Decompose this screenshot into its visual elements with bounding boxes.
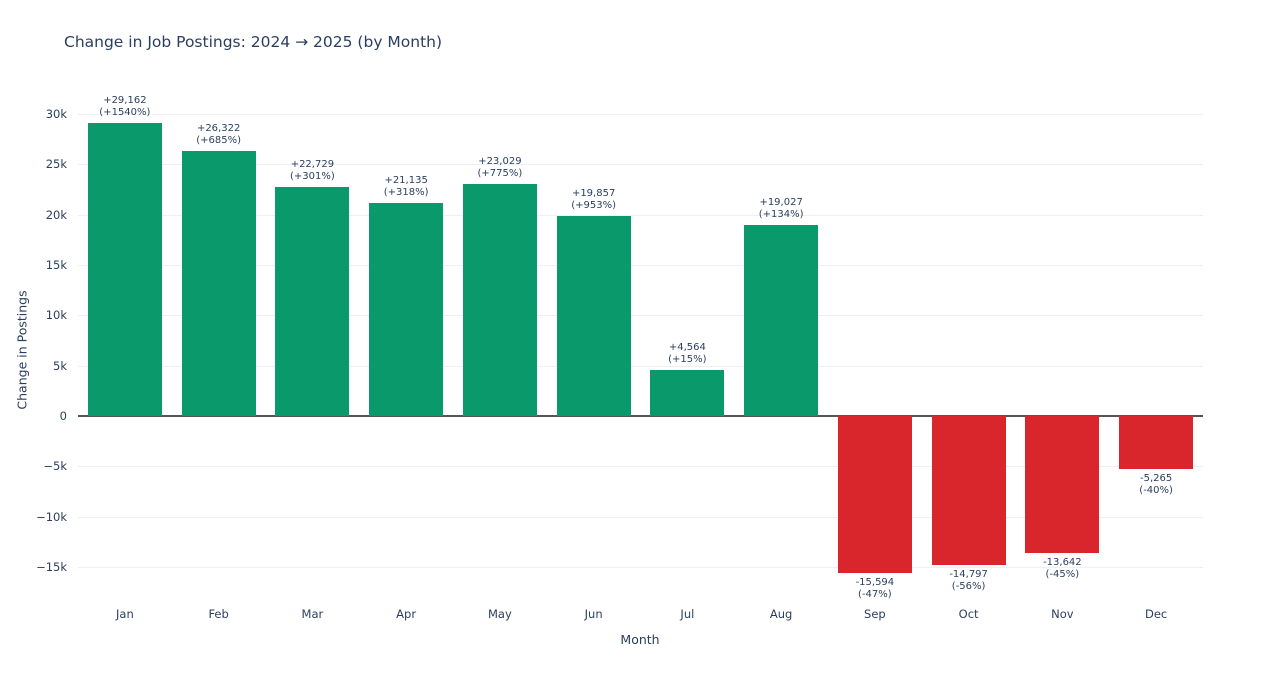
bar-value-label-jun: +19,857 (+953%) <box>539 188 649 212</box>
bar-value-label-sep: -15,594 (-47%) <box>820 577 930 601</box>
bar-aug[interactable] <box>744 224 819 416</box>
bar-oct[interactable] <box>931 415 1006 565</box>
chart-title: Change in Job Postings: 2024 → 2025 (by … <box>64 33 443 51</box>
bar-value: +23,029 <box>478 156 522 168</box>
y-tick-label: 0 <box>59 408 67 423</box>
bar-value-label-may: +23,029 (+775%) <box>445 156 555 180</box>
x-tick-label-jul: Jul <box>680 607 695 621</box>
bar-value: -5,265 <box>1140 472 1173 484</box>
bar-value-label-nov: -13,642 (-45%) <box>1007 557 1117 581</box>
bar-value-label-jul: +4,564 (+15%) <box>632 342 742 366</box>
bar-percent: (+775%) <box>477 168 523 180</box>
y-tick-label: 15k <box>45 258 67 273</box>
bar-feb[interactable] <box>181 151 256 416</box>
bar-percent: (-56%) <box>951 580 986 592</box>
bar-value-label-dec: -5,265 (-40%) <box>1101 473 1211 497</box>
gridline <box>78 315 1203 317</box>
y-tick-label: −5k <box>43 459 67 474</box>
bar-jun[interactable] <box>556 216 631 416</box>
bar-percent: (+1540%) <box>99 106 151 118</box>
bar-percent: (+318%) <box>383 187 429 199</box>
bar-jul[interactable] <box>650 370 725 416</box>
bar-dec[interactable] <box>1119 415 1194 469</box>
gridline <box>78 566 1203 568</box>
bar-mar[interactable] <box>275 187 350 416</box>
x-tick-label-aug: Aug <box>769 607 793 621</box>
bar-value-label-feb: +26,322 (+685%) <box>164 123 274 147</box>
gridline <box>78 164 1203 166</box>
bar-value: +26,322 <box>196 123 241 135</box>
y-tick-label: 10k <box>45 308 67 323</box>
bar-value: +19,857 <box>571 188 616 200</box>
gridline <box>78 516 1203 518</box>
bar-value: +22,729 <box>290 159 335 171</box>
y-tick-label: 20k <box>45 207 67 222</box>
bar-value: +4,564 <box>668 342 706 354</box>
x-tick-label-sep: Sep <box>864 607 886 621</box>
bar-value-label-apr: +21,135 (+318%) <box>351 175 461 199</box>
bar-sep[interactable] <box>837 415 912 573</box>
gridline <box>78 265 1203 267</box>
x-tick-label-feb: Feb <box>208 607 229 621</box>
bar-percent: (+301%) <box>289 171 335 183</box>
bar-value: +29,162 <box>103 94 147 106</box>
y-tick-label: 25k <box>45 157 67 172</box>
bar-value: +19,027 <box>759 196 803 208</box>
gridline <box>78 214 1203 216</box>
bar-value-label-oct: -14,797 (-56%) <box>914 569 1024 593</box>
x-tick-label-mar: Mar <box>301 607 324 621</box>
y-axis-title: Change in Postings <box>14 290 30 410</box>
bar-percent: (+685%) <box>196 135 242 147</box>
gridline <box>78 466 1203 468</box>
bar-value: -15,594 <box>855 576 895 588</box>
x-tick-label-jun: Jun <box>584 607 603 621</box>
x-tick-label-dec: Dec <box>1144 607 1168 621</box>
y-tick-label: 30k <box>45 107 67 122</box>
x-tick-label-nov: Nov <box>1051 607 1074 621</box>
x-tick-label-jan: Jan <box>116 607 134 621</box>
x-axis-title: Month <box>620 632 660 647</box>
bar-percent: (+953%) <box>571 200 617 212</box>
bar-percent: (-45%) <box>1045 569 1080 581</box>
plot-area: +29,162 (+1540%) +26,322 (+685%) +22,729 (+30… <box>78 90 1203 600</box>
bar-value-label-mar: +22,729 (+301%) <box>257 159 367 183</box>
bar-percent: (-47%) <box>858 588 892 600</box>
bar-nov[interactable] <box>1025 415 1100 554</box>
bar-jan[interactable] <box>87 122 162 416</box>
gridline <box>78 365 1203 367</box>
bar-value: -14,797 <box>949 568 988 580</box>
gridline <box>78 114 1203 116</box>
bar-apr[interactable] <box>369 203 444 416</box>
x-tick-label-apr: Apr <box>396 607 417 621</box>
bar-value: -13,642 <box>1043 557 1082 569</box>
y-tick-label: −15k <box>36 559 67 574</box>
zero-line <box>78 414 1203 417</box>
x-tick-label-may: May <box>487 607 512 621</box>
bar-percent: (-40%) <box>1139 484 1173 496</box>
y-tick-label: 5k <box>53 358 67 373</box>
bar-may[interactable] <box>462 184 537 416</box>
x-tick-label-oct: Oct <box>958 607 979 621</box>
y-tick-label: −10k <box>36 509 67 524</box>
bar-value-label-aug: +19,027 (+134%) <box>726 197 836 221</box>
bar-value-label-jan: +29,162 (+1540%) <box>70 95 180 119</box>
bar-percent: (+15%) <box>668 354 707 366</box>
bar-value: +21,135 <box>384 175 428 187</box>
bar-percent: (+134%) <box>758 208 804 220</box>
